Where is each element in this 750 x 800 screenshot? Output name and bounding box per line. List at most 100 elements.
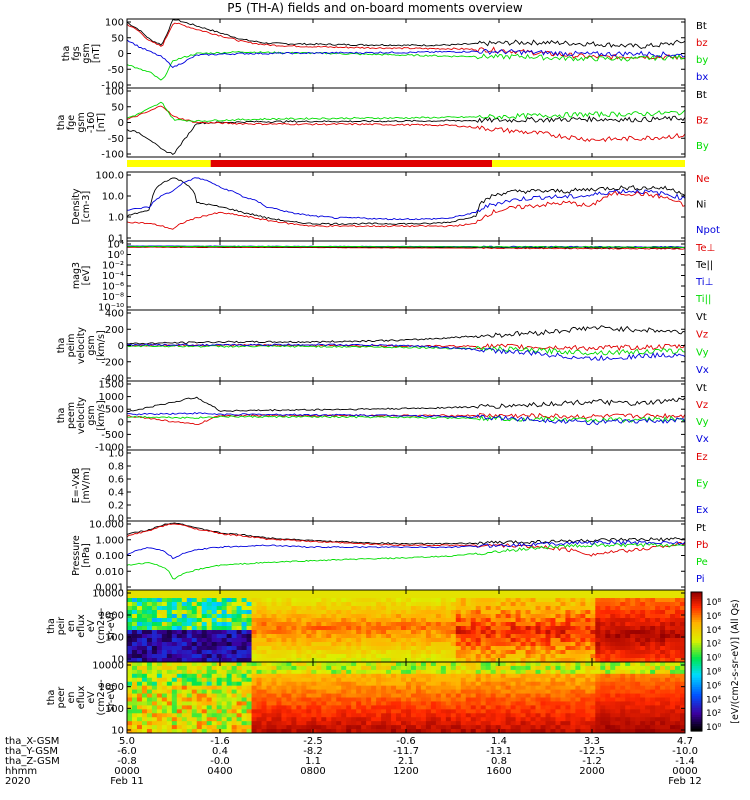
spectrogram-cell [435,610,442,615]
spectrogram-cell [545,701,552,706]
hhmm-value: 1600 [486,766,511,777]
spectrogram-cell [191,626,198,631]
spectrogram-cell [136,697,143,703]
spectrogram-cell [425,717,432,722]
spectrogram-cell [425,673,432,679]
spectrogram-cell [465,717,472,722]
spectrogram-cell [565,630,572,635]
spectrogram-cell [430,662,437,667]
spectrogram-cell [410,721,417,726]
spectrogram-cell [540,725,547,730]
spectrogram-cell [535,697,542,703]
spectrogram-cell [151,677,158,683]
spectrogram-cell [376,606,382,611]
spectrogram-cell [675,673,681,679]
spectrogram-cell [675,701,681,706]
spectrogram-cell [660,685,666,691]
spectrogram-cell [321,658,327,662]
spectrogram-cell [281,685,288,691]
page-title: P5 (TH-A) fields and on-board moments ov… [227,1,523,15]
spectrogram-cell [555,646,562,651]
spectrogram-cell [401,701,407,706]
spectrogram-cell [590,677,596,683]
spectrogram-cell [455,701,462,706]
spectrogram-cell [635,725,641,730]
spectrogram-cell [670,685,676,691]
spectrogram-cell [435,650,442,655]
spectrogram-cell [470,689,477,695]
spectrogram-cell [610,606,616,611]
spectrogram-cell [625,618,631,623]
spectrogram-cell [251,598,258,603]
spectrogram-cell [600,606,606,611]
spectrogram-cell [386,598,392,603]
spectrogram-cell [525,658,532,662]
spectrogram-cell [505,590,512,595]
spectrogram-cell [171,713,178,718]
spectrogram-cell [301,713,307,718]
spectrogram-cell [480,650,487,655]
spectrogram-cell [156,689,163,695]
spectrogram-cell [401,626,407,631]
spectrogram-cell [321,642,327,647]
spectrogram-cell [555,594,562,599]
spectrogram-cell [610,709,616,714]
spectrogram-cell [346,697,352,703]
spectrogram-cell [430,646,437,651]
spectrogram-cell [351,709,357,714]
spectrogram-cell [346,642,352,647]
spectrogram-cell [251,638,258,643]
spectrogram-cell [640,606,646,611]
spectrogram-cell [366,662,372,667]
spectrogram-cell [396,622,402,627]
spectrogram-cell [171,598,178,603]
spectrogram-cell [381,658,387,662]
spectrogram-cell [665,654,671,659]
spectrogram-cell [201,622,208,627]
spectrogram-cell [630,717,636,722]
spectrogram-cell [127,717,133,722]
spectrogram-cell [386,662,392,667]
y-gsm-value: -10.0 [672,746,698,757]
series-line-fge-0 [127,115,685,155]
spectrogram-cell [420,614,427,619]
spectrogram-cell [371,729,377,733]
spectrogram-cell [410,701,417,706]
y-tick-label: 10000 [92,661,124,672]
spectrogram-cell [560,590,567,595]
spectrogram-cell [560,642,567,647]
spectrogram-cell [435,701,442,706]
spectrogram-cell [271,697,278,703]
spectrogram-cell [366,677,372,683]
spectrogram-cell [291,689,297,695]
spectrogram-cell [281,650,288,655]
spectrogram-cell [326,646,332,651]
spectrogram-cell [241,713,248,718]
spectrogram-cell [645,606,651,611]
spectrogram-cell [430,673,437,679]
spectrogram-cell [615,610,621,615]
legend-entry: Npot [696,225,720,236]
spectrogram-cell [326,709,332,714]
spectrogram-cell [490,709,497,714]
spectrogram-cell [406,713,412,718]
spectrogram-cell [296,614,302,619]
spectrogram-cell [660,610,666,615]
spectrogram-cell [670,705,676,710]
spectrogram-cell [575,658,581,662]
spectrogram-cell [136,630,143,635]
spectrogram-cell [610,669,616,675]
spectrogram-cell [545,638,552,643]
spectrogram-cell [445,717,452,722]
spectrogram-cell [141,709,148,714]
colorbar-step [691,615,702,619]
series-line-ion-velocity-0 [127,325,685,345]
spectrogram-cell [665,697,671,703]
spectrogram-cell [565,602,572,607]
spectrogram-cell [341,677,347,683]
spectrogram-cell [266,658,273,662]
spectrogram-cell [660,594,666,599]
spectrogram-cell [500,642,507,647]
spectrogram-cell [420,705,427,710]
spectrogram-cell [131,610,138,615]
